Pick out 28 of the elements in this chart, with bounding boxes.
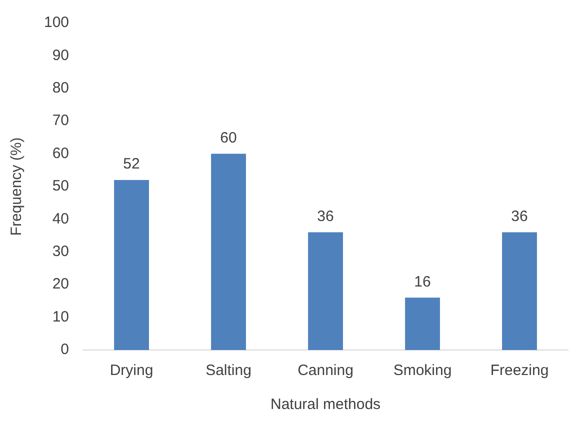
y-tick-label: 100 bbox=[44, 14, 70, 32]
data-label: 60 bbox=[220, 129, 237, 146]
data-label: 16 bbox=[414, 273, 431, 290]
y-tick-label: 90 bbox=[52, 46, 70, 64]
x-axis-title: Natural methods bbox=[270, 396, 381, 414]
data-label: 52 bbox=[123, 156, 140, 173]
y-tick-label: 50 bbox=[52, 178, 70, 195]
data-label: 36 bbox=[511, 208, 528, 225]
data-label: 36 bbox=[317, 208, 334, 225]
y-tick-label: 70 bbox=[52, 112, 70, 130]
bar bbox=[405, 298, 440, 350]
x-tick-label: Freezing bbox=[490, 362, 549, 380]
y-tick-label: 20 bbox=[52, 276, 70, 293]
y-tick-label: 80 bbox=[52, 80, 70, 97]
y-tick-label: 30 bbox=[52, 243, 70, 260]
bar bbox=[114, 180, 149, 350]
bar bbox=[502, 232, 537, 350]
x-tick-label: Salting bbox=[206, 362, 252, 380]
x-tick-label: Smoking bbox=[393, 362, 452, 380]
y-tick-label: 60 bbox=[52, 144, 70, 162]
y-axis-title: Frequency (%) bbox=[8, 137, 26, 236]
y-tick-label: 0 bbox=[60, 341, 70, 358]
bar bbox=[308, 232, 343, 350]
x-tick-label: Canning bbox=[298, 362, 354, 380]
y-tick-label: 40 bbox=[52, 210, 70, 228]
y-tick-label: 10 bbox=[52, 308, 70, 326]
bar bbox=[211, 154, 246, 350]
x-tick-label: Drying bbox=[110, 362, 154, 380]
